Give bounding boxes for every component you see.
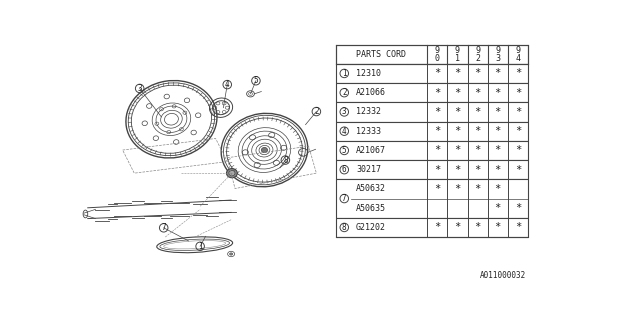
Text: *: * [515,126,521,136]
Text: *: * [434,145,440,156]
Text: 8: 8 [283,156,288,164]
Text: 6: 6 [342,165,347,174]
Text: *: * [495,165,501,175]
Bar [336,122,528,141]
Text: *: * [474,126,481,136]
Text: PARTS CORD: PARTS CORD [356,50,406,59]
Text: *: * [515,68,521,78]
Text: *: * [434,184,440,194]
Text: *: * [434,222,440,232]
Text: A011000032: A011000032 [480,271,527,280]
Bar [336,64,528,83]
Text: 2: 2 [314,107,319,116]
Text: *: * [454,126,461,136]
Text: *: * [515,222,521,232]
Text: *: * [515,165,521,175]
Text: 2: 2 [342,88,347,97]
Text: *: * [495,222,501,232]
Text: *: * [454,107,461,117]
Bar [336,218,528,237]
Text: *: * [474,165,481,175]
Text: *: * [515,145,521,156]
Text: *: * [495,126,501,136]
Text: *: * [454,88,461,98]
Text: 5: 5 [253,76,258,85]
Bar [336,141,528,160]
Bar [336,160,528,179]
Text: *: * [454,222,461,232]
Text: 9
4: 9 4 [515,45,520,63]
Text: *: * [454,145,461,156]
Text: *: * [454,165,461,175]
Text: *: * [474,68,481,78]
Bar [336,179,528,218]
Ellipse shape [261,148,268,153]
Text: *: * [515,107,521,117]
Text: *: * [434,107,440,117]
Text: *: * [434,88,440,98]
Text: *: * [434,165,440,175]
Text: *: * [495,88,501,98]
Text: *: * [434,68,440,78]
Text: 1: 1 [342,69,347,78]
Text: *: * [454,68,461,78]
Text: *: * [474,88,481,98]
Bar [336,44,528,64]
Text: *: * [474,184,481,194]
Text: 7: 7 [342,194,347,203]
Text: 3: 3 [342,108,347,116]
Text: *: * [495,203,501,213]
Bar [336,102,528,122]
Text: 9
0: 9 0 [435,45,440,63]
Text: *: * [434,126,440,136]
Text: 12333: 12333 [356,127,381,136]
Ellipse shape [230,253,233,255]
Ellipse shape [229,171,235,176]
Ellipse shape [227,169,237,178]
Text: 8: 8 [342,223,347,232]
Text: *: * [454,184,461,194]
Text: *: * [474,222,481,232]
Text: A21067: A21067 [356,146,386,155]
Text: A50632: A50632 [356,184,386,193]
Text: 3: 3 [138,84,142,93]
Text: 9
2: 9 2 [475,45,480,63]
Text: 9
3: 9 3 [495,45,500,63]
Text: *: * [474,107,481,117]
Text: *: * [515,88,521,98]
Text: *: * [515,203,521,213]
Text: *: * [495,107,501,117]
Text: 1: 1 [198,242,202,251]
Text: *: * [495,68,501,78]
Text: 12310: 12310 [356,69,381,78]
Text: A21066: A21066 [356,88,386,97]
Text: 9
1: 9 1 [455,45,460,63]
Text: 7: 7 [161,223,166,232]
Text: *: * [474,145,481,156]
Text: *: * [495,184,501,194]
Bar [336,83,528,102]
Text: 5: 5 [342,146,347,155]
Text: G21202: G21202 [356,223,386,232]
Text: 12332: 12332 [356,108,381,116]
Text: 4: 4 [225,80,230,89]
Text: 4: 4 [342,127,347,136]
Text: 30217: 30217 [356,165,381,174]
Text: A50635: A50635 [356,204,386,213]
Text: *: * [495,145,501,156]
